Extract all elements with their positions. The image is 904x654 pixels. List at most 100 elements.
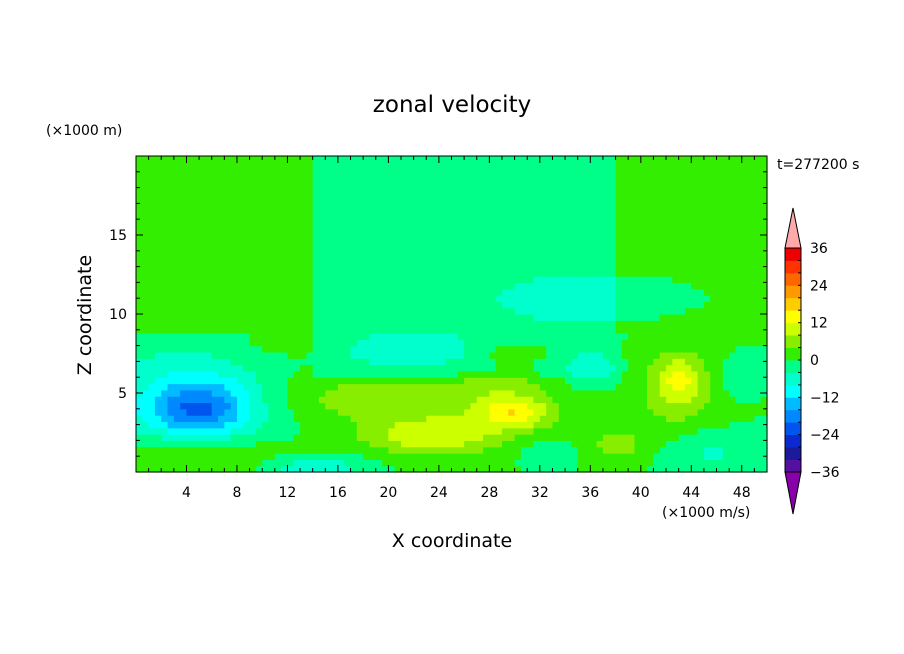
field-cell — [331, 402, 339, 410]
field-cell — [154, 408, 162, 416]
field-cell — [684, 453, 692, 460]
field-cell — [268, 332, 276, 340]
field-cell — [281, 307, 289, 315]
field-cell — [344, 427, 352, 435]
field-cell — [615, 244, 623, 252]
field-cell — [457, 156, 465, 163]
field-cell — [375, 326, 383, 334]
field-cell — [180, 364, 188, 372]
field-cell — [293, 168, 301, 176]
field-cell — [451, 345, 459, 353]
field-cell — [281, 168, 289, 176]
field-cell — [514, 276, 522, 283]
field-cell — [432, 250, 440, 258]
field-cell — [337, 206, 345, 214]
field-cell — [710, 351, 718, 359]
field-cell — [476, 225, 484, 233]
field-cell — [180, 427, 188, 435]
field-cell — [363, 440, 371, 448]
field-cell — [590, 244, 598, 252]
field-cell — [552, 263, 560, 271]
field-cell — [419, 389, 427, 397]
field-cell — [268, 446, 276, 454]
field-cell — [584, 187, 591, 195]
field-cell — [407, 465, 415, 473]
field-cell — [255, 181, 263, 189]
field-cell — [464, 206, 472, 214]
field-cell — [394, 358, 402, 366]
field-cell — [672, 257, 680, 265]
field-cell — [571, 402, 579, 410]
field-cell — [274, 440, 282, 448]
field-cell — [678, 181, 686, 189]
field-cell — [697, 364, 705, 372]
field-cell — [501, 206, 509, 214]
field-cell — [199, 320, 207, 328]
field-cell — [382, 383, 389, 391]
field-cell — [754, 408, 762, 416]
field-cell — [653, 193, 661, 201]
field-cell — [281, 408, 289, 416]
field-cell — [451, 212, 459, 220]
field-cell — [142, 282, 150, 290]
field-cell — [628, 307, 636, 315]
field-cell — [401, 389, 408, 397]
field-cell — [684, 295, 692, 302]
field-cell — [527, 358, 535, 366]
field-cell — [628, 332, 636, 340]
field-cell — [413, 181, 421, 189]
field-cell — [495, 370, 503, 378]
field-cell — [716, 295, 724, 302]
field-cell — [628, 358, 636, 366]
field-cell — [356, 345, 364, 353]
field-cell — [666, 307, 673, 315]
field-cell — [224, 244, 232, 252]
field-cell — [672, 288, 680, 296]
field-cell — [558, 377, 566, 385]
field-cell — [205, 238, 213, 246]
field-cell — [318, 402, 326, 410]
field-cell — [590, 339, 598, 347]
field-cell — [735, 389, 743, 397]
field-cell — [691, 212, 699, 220]
field-cell — [628, 276, 636, 283]
field-cell — [533, 162, 541, 170]
field-cell — [470, 383, 478, 391]
field-cell — [710, 434, 718, 441]
field-cell — [388, 231, 396, 239]
field-cell — [312, 162, 320, 170]
field-cell — [192, 339, 200, 347]
field-cell — [199, 364, 207, 372]
field-cell — [741, 162, 749, 170]
field-cell — [218, 307, 225, 315]
field-cell — [281, 396, 289, 404]
field-cell — [293, 295, 301, 302]
field-cell — [558, 288, 566, 296]
field-cell — [388, 427, 396, 435]
field-cell — [678, 238, 686, 246]
field-cell — [394, 326, 402, 334]
field-cell — [615, 408, 623, 416]
field-cell — [653, 269, 661, 277]
field-cell — [520, 377, 528, 385]
field-cell — [199, 156, 207, 163]
field-cell — [161, 326, 169, 334]
field-cell — [382, 225, 389, 233]
field-cell — [180, 396, 188, 404]
field-cell — [716, 377, 724, 385]
field-cell — [539, 301, 547, 309]
field-cell — [407, 383, 415, 391]
field-cell — [729, 187, 737, 195]
field-cell — [173, 295, 181, 302]
field-cell — [672, 263, 680, 271]
field-cell — [571, 200, 579, 208]
field-cell — [356, 244, 364, 252]
field-cell — [394, 156, 402, 163]
field-cell — [678, 421, 686, 429]
field-cell — [192, 421, 200, 429]
field-cell — [300, 244, 307, 252]
field-cell — [262, 250, 270, 258]
field-cell — [666, 219, 673, 227]
field-cell — [722, 263, 730, 271]
field-cell — [173, 181, 181, 189]
